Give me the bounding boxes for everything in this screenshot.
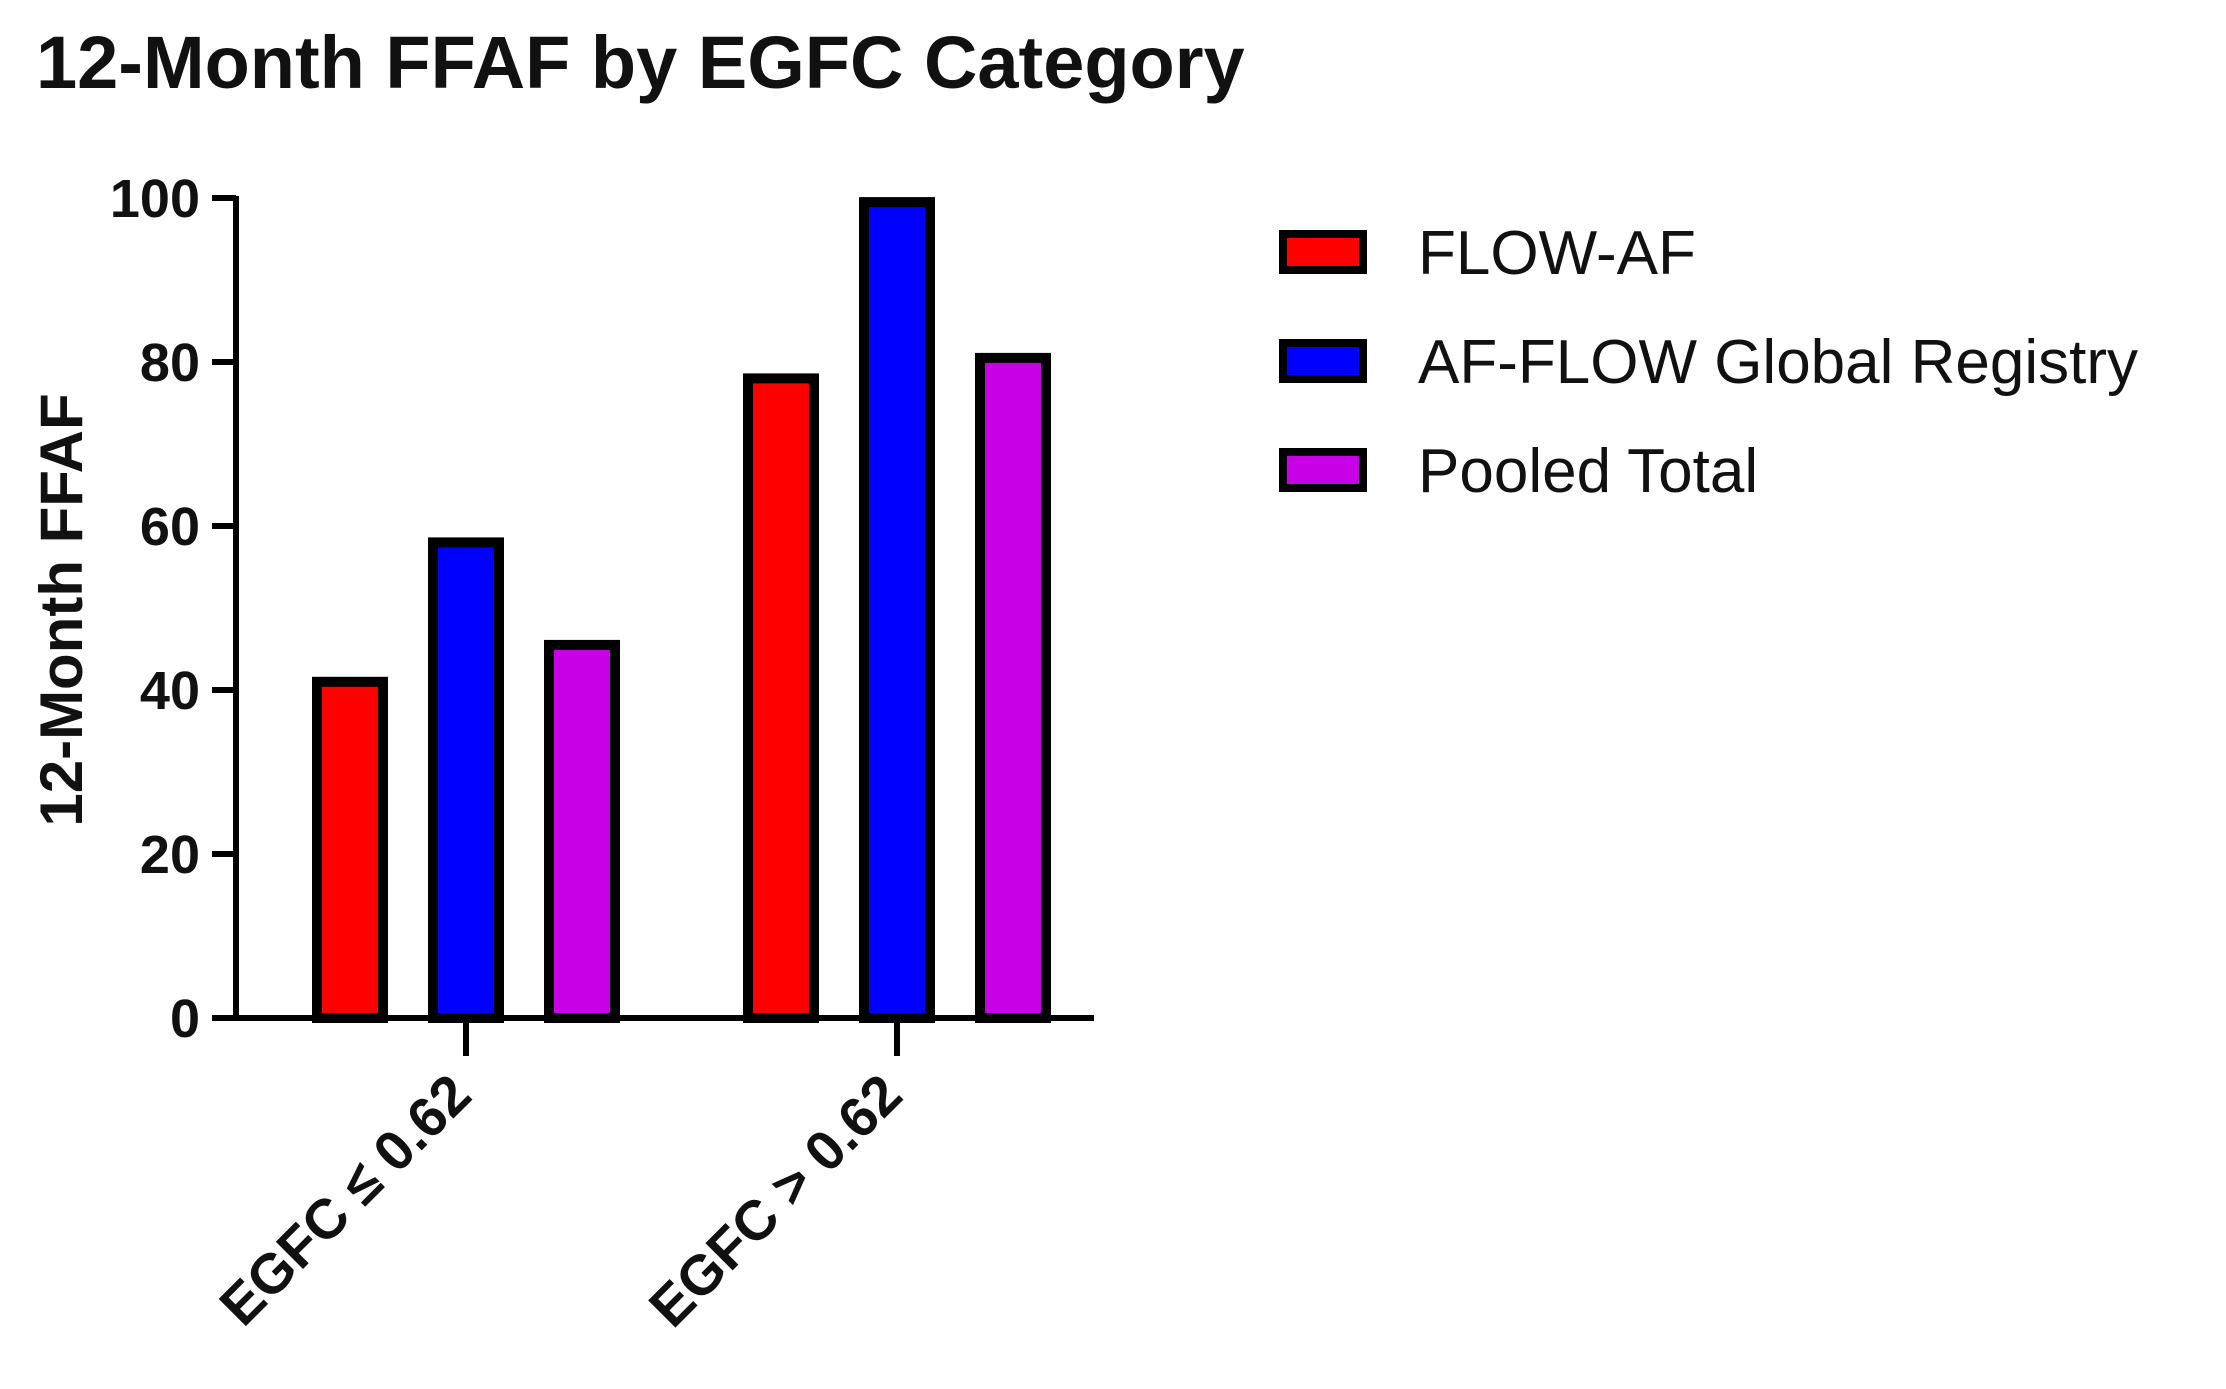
x-category-label: EGFC ≤ 0.62 [207, 1062, 482, 1337]
legend-label: Pooled Total [1418, 437, 1758, 506]
bar-1-1 [312, 676, 388, 1023]
y-tick-label: 20 [140, 825, 200, 885]
legend-swatch [1279, 339, 1367, 383]
plot-area [312, 197, 1051, 1024]
bar-1-3 [544, 639, 620, 1024]
legend-swatch [1279, 230, 1367, 274]
y-tick-label: 80 [140, 333, 200, 393]
y-tick-label: 60 [140, 497, 200, 557]
bar-1-2 [428, 537, 504, 1024]
x-axis: EGFC ≤ 0.62 EGFC > 0.62 [207, 1015, 1094, 1339]
legend: FLOW-AF AF-FLOW Global Registry Pooled Tot… [1279, 219, 2138, 506]
y-axis-label: 12-Month FFAF [28, 393, 95, 826]
y-axis: 0 20 40 60 80 100 [110, 169, 239, 1049]
y-tick-label: 0 [170, 989, 200, 1049]
legend-swatch [1279, 448, 1367, 492]
y-tick-label: 40 [140, 661, 200, 721]
bar-2-2 [859, 197, 935, 1024]
legend-label: AF-FLOW Global Registry [1418, 328, 2138, 397]
chart-title: 12-Month FFAF by EGFC Category [36, 21, 1245, 104]
x-category-label: EGFC > 0.62 [637, 1062, 914, 1339]
y-tick-label: 100 [110, 169, 200, 229]
bar-2-1 [743, 373, 819, 1023]
bar-2-3 [975, 352, 1051, 1023]
legend-label: FLOW-AF [1418, 219, 1696, 288]
